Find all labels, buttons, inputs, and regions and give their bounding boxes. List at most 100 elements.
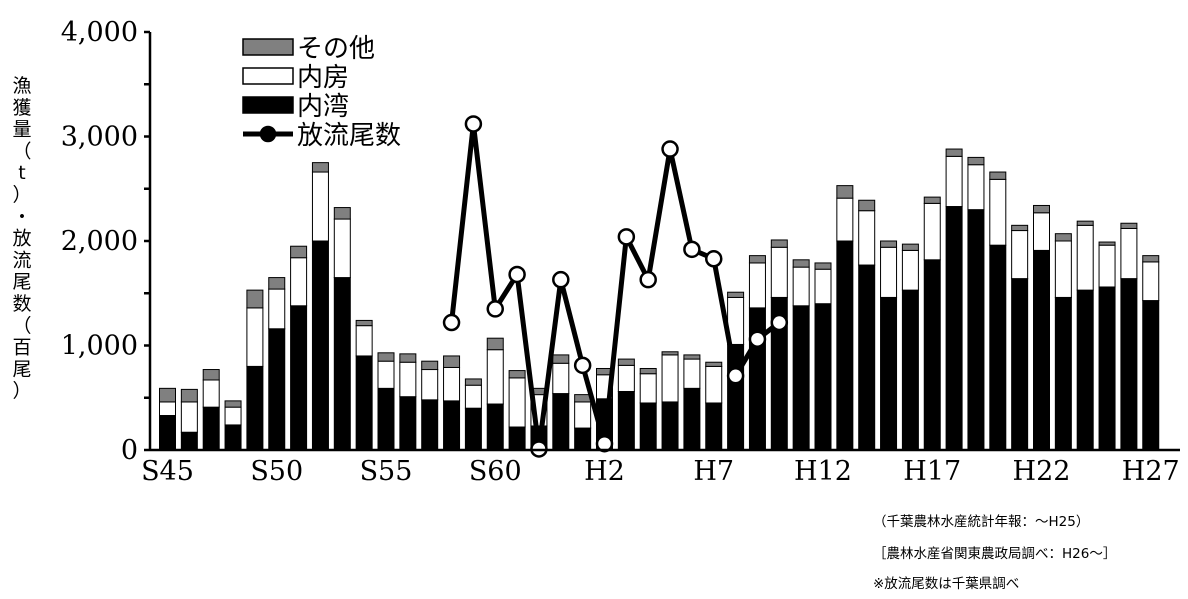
bar-H23-内湾 [1054, 296, 1072, 451]
bar-H19-その他 [967, 156, 985, 166]
bar-S49-その他 [246, 289, 264, 309]
bar-S58-内房 [443, 366, 461, 402]
bar-S51-その他 [290, 245, 308, 259]
line-point-H3 [617, 228, 636, 246]
bar-H21-内房 [1011, 230, 1029, 280]
bar-H16-その他 [901, 243, 919, 251]
bar-H9-内湾 [748, 307, 766, 451]
bar-H26-内湾 [1120, 278, 1138, 451]
bar-H24-内房 [1076, 224, 1094, 291]
bar-H13-内湾 [836, 240, 854, 451]
bar-H14-内房 [858, 210, 876, 266]
line-point-S58 [442, 313, 461, 332]
y-axis-label: 漁獲量（t）・放流尾数（百尾） [12, 75, 31, 402]
bar-H7-内房 [705, 365, 723, 404]
axes-layer: 0 1,000 2,000 3,000 4,000 S45 S50 S55 S60 H2 H7 H12… [61, 17, 1180, 487]
bar-S60-内湾 [486, 403, 504, 451]
bar-S46-その他 [180, 388, 198, 403]
y-tick-label: 1,000 [61, 331, 138, 362]
x-tick-label: H27 [1122, 456, 1180, 487]
bar-H1-内房 [574, 401, 592, 429]
bar-H7-その他 [705, 361, 723, 367]
y-tick-label: 0 [121, 435, 138, 466]
bar-H20-その他 [989, 171, 1007, 180]
bar-S46-内湾 [180, 431, 198, 451]
legend-swatch-内房 [242, 67, 294, 85]
bar-H4-内房 [639, 373, 657, 404]
bar-S47-その他 [202, 369, 220, 381]
bar-S45-内湾 [159, 415, 176, 451]
legend-label: 放流尾数 [297, 121, 401, 151]
x-tick-label: S45 [141, 456, 194, 487]
legend-label: その他 [297, 34, 375, 64]
bar-H18-その他 [945, 148, 963, 157]
bar-H15-内房 [880, 246, 898, 298]
bar-S58-内湾 [443, 400, 461, 451]
bar-S52-内湾 [311, 240, 329, 451]
line-放流尾数 [449, 121, 781, 452]
source-note: （千葉農林水産統計年報：～H25） [873, 514, 1089, 530]
bar-H26-内房 [1120, 227, 1138, 280]
bar-H17-内湾 [923, 259, 941, 451]
bar-H6-内房 [683, 358, 701, 389]
y-label-char: 尾 [12, 358, 31, 380]
bar-S52-その他 [311, 162, 329, 173]
bar-H12-内湾 [814, 303, 832, 451]
y-label-char: 尾 [12, 271, 31, 293]
bar-S54-内房 [355, 325, 373, 357]
y-tick-label: 4,000 [61, 17, 138, 48]
legend-swatch-その他 [242, 38, 294, 56]
x-tick-label: S60 [469, 456, 522, 487]
y-label-char: 百 [12, 337, 31, 359]
line-point-H4 [639, 270, 657, 289]
bar-H24-その他 [1076, 220, 1094, 226]
bar-H17-その他 [923, 196, 941, 204]
bar-H9-内房 [748, 262, 766, 309]
bar-H16-内湾 [901, 289, 919, 451]
bar-H4-その他 [639, 367, 657, 375]
x-tick-label: H7 [693, 456, 734, 487]
bar-H27-内湾 [1142, 300, 1160, 451]
bar-H12-その他 [814, 262, 832, 270]
bar-H7-内湾 [705, 402, 723, 451]
bar-H15-内湾 [880, 296, 898, 451]
y-label-char: 放 [12, 228, 31, 250]
bar-S63-内湾 [552, 393, 570, 451]
bar-S49-内房 [246, 307, 264, 367]
bar-S52-内房 [311, 171, 329, 242]
bar-S57-内湾 [421, 399, 439, 451]
bar-S61-内湾 [508, 426, 526, 451]
bar-S55-内房 [377, 360, 395, 389]
bar-H18-内房 [945, 155, 963, 208]
x-tick-label: H17 [903, 456, 961, 487]
bar-H5-内房 [661, 354, 679, 403]
bar-H18-内湾 [945, 206, 963, 451]
legend-label: 内房 [297, 63, 349, 93]
bar-H11-その他 [792, 259, 810, 268]
bar-S54-内湾 [355, 355, 373, 451]
bar-H11-内湾 [792, 305, 810, 451]
bar-H6-内湾 [683, 387, 701, 451]
bar-S48-内湾 [224, 424, 242, 451]
bar-S53-その他 [333, 207, 351, 220]
bar-S56-内湾 [399, 396, 417, 451]
bar-S47-内湾 [202, 406, 220, 451]
bar-S51-内房 [290, 257, 308, 307]
bar-S59-内湾 [464, 407, 482, 451]
bar-S46-内房 [180, 401, 198, 433]
bar-S60-その他 [486, 337, 504, 351]
bar-H3-内湾 [617, 390, 635, 451]
bar-S63-内房 [552, 362, 570, 395]
bar-S48-その他 [224, 400, 242, 408]
bar-H22-内湾 [1033, 249, 1050, 451]
y-label-char: 流 [12, 249, 31, 271]
bar-S47-内房 [202, 379, 220, 408]
bar-H12-内房 [814, 268, 832, 305]
bar-H27-内房 [1142, 261, 1160, 302]
bar-H14-内湾 [858, 264, 876, 451]
y-label-char: 量 [12, 119, 31, 141]
bar-S50-その他 [268, 277, 286, 290]
